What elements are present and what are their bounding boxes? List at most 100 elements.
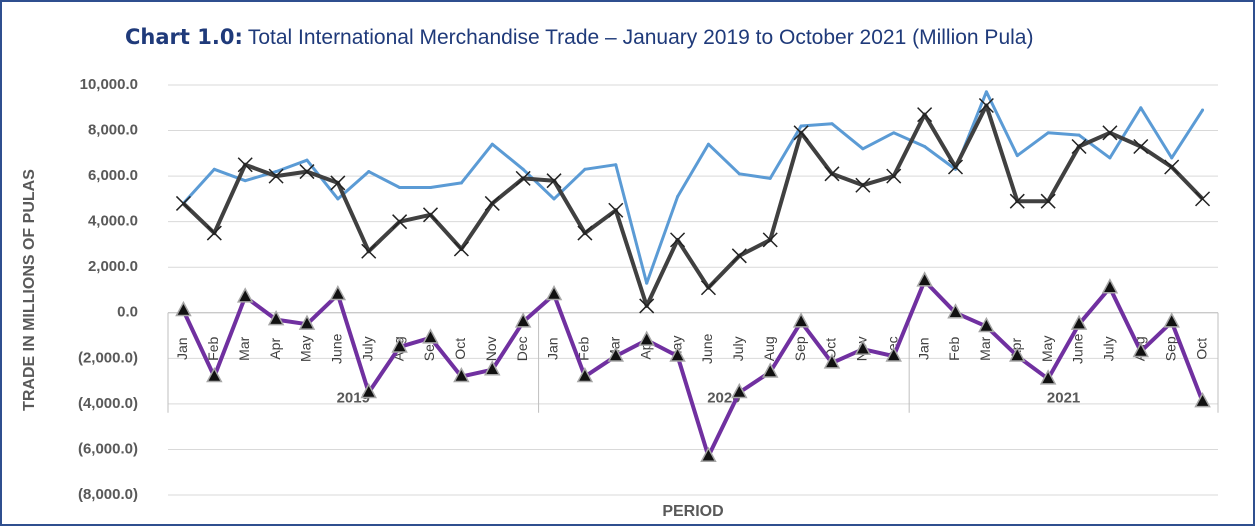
point-marker bbox=[545, 284, 563, 301]
x-tick-label: July bbox=[730, 336, 746, 361]
group-label: 2020 bbox=[707, 390, 740, 407]
point-marker bbox=[947, 159, 964, 175]
point-marker bbox=[367, 170, 371, 174]
point-marker bbox=[978, 316, 995, 333]
x-tick-label: July bbox=[359, 336, 375, 361]
point-marker bbox=[854, 339, 872, 355]
x-tick-label: Mar bbox=[977, 336, 993, 360]
point-marker bbox=[1071, 138, 1087, 155]
point-marker bbox=[237, 157, 253, 173]
y-tick-label: 2,000.0 bbox=[88, 258, 138, 275]
point-marker bbox=[422, 328, 439, 344]
point-marker bbox=[206, 366, 223, 383]
series-line bbox=[182, 103, 1205, 308]
point-marker bbox=[917, 107, 933, 123]
point-marker bbox=[453, 241, 469, 257]
point-marker bbox=[546, 173, 562, 189]
y-tick-label: 6,000.0 bbox=[88, 167, 138, 184]
y-tick-label: (8,000.0) bbox=[78, 486, 138, 503]
point-marker bbox=[490, 142, 494, 146]
x-tick-label: June bbox=[1070, 333, 1086, 364]
y-tick-label: 0.0 bbox=[117, 304, 138, 321]
point-marker bbox=[824, 166, 840, 182]
point-marker bbox=[916, 271, 933, 287]
title-label: Chart 1.0: bbox=[125, 25, 243, 49]
y-tick-label: 8,000.0 bbox=[88, 122, 138, 139]
point-marker bbox=[459, 181, 463, 185]
y-tick-label: 4,000.0 bbox=[88, 213, 138, 230]
point-marker bbox=[1102, 125, 1118, 141]
point-marker bbox=[514, 312, 532, 328]
point-marker bbox=[639, 298, 655, 314]
point-marker bbox=[614, 163, 618, 167]
point-marker bbox=[1009, 193, 1025, 209]
point-marker bbox=[793, 125, 809, 141]
point-marker bbox=[731, 248, 747, 264]
point-marker bbox=[1040, 193, 1056, 209]
x-tick-label: June bbox=[329, 333, 345, 364]
x-tick-label: Dec bbox=[514, 336, 530, 361]
point-marker bbox=[792, 312, 810, 328]
point-marker bbox=[398, 186, 402, 189]
point-marker bbox=[268, 168, 284, 184]
point-marker bbox=[1133, 138, 1149, 155]
point-marker bbox=[885, 346, 902, 362]
point-marker bbox=[1077, 133, 1081, 137]
point-marker bbox=[830, 122, 834, 126]
point-marker bbox=[886, 168, 902, 184]
series-line bbox=[181, 278, 1205, 459]
point-marker bbox=[670, 232, 686, 248]
point-marker bbox=[861, 147, 865, 151]
point-marker bbox=[577, 225, 593, 241]
point-marker bbox=[706, 142, 710, 146]
point-marker bbox=[984, 90, 988, 94]
x-tick-label: Aug bbox=[761, 336, 777, 361]
point-marker bbox=[1009, 346, 1026, 362]
point-marker bbox=[700, 446, 717, 463]
x-axis-title: PERIOD bbox=[662, 503, 723, 520]
point-marker bbox=[274, 170, 278, 174]
point-marker bbox=[1015, 154, 1019, 158]
point-marker bbox=[892, 131, 896, 135]
point-marker bbox=[823, 353, 841, 369]
point-marker bbox=[583, 167, 587, 171]
point-marker bbox=[484, 195, 500, 211]
point-marker bbox=[576, 366, 594, 383]
point-marker bbox=[1195, 191, 1211, 207]
x-tick-label: Oct bbox=[1193, 338, 1209, 360]
point-marker bbox=[669, 346, 686, 362]
point-marker bbox=[361, 243, 377, 259]
point-marker bbox=[1070, 314, 1088, 330]
point-marker bbox=[1046, 131, 1050, 135]
point-marker bbox=[299, 164, 315, 180]
point-marker bbox=[1101, 278, 1119, 294]
point-marker bbox=[676, 195, 680, 199]
y-tick-label: (6,000.0) bbox=[78, 440, 138, 457]
x-tick-label: June bbox=[699, 333, 715, 364]
point-marker bbox=[422, 207, 439, 223]
point-marker bbox=[923, 145, 927, 148]
point-marker bbox=[1163, 312, 1180, 328]
x-tick-label: Feb bbox=[205, 337, 221, 361]
x-tick-label: May bbox=[298, 336, 314, 362]
point-marker bbox=[552, 197, 556, 201]
y-tick-label: (4,000.0) bbox=[78, 395, 138, 412]
point-marker bbox=[607, 346, 625, 362]
x-tick-label: Nov bbox=[483, 336, 499, 361]
point-marker bbox=[212, 167, 216, 171]
point-marker bbox=[737, 172, 741, 176]
x-tick-label: May bbox=[1039, 336, 1055, 362]
point-marker bbox=[453, 366, 470, 383]
point-marker bbox=[799, 124, 803, 128]
point-marker bbox=[175, 300, 192, 317]
x-tick-label: Sep bbox=[1162, 336, 1178, 361]
point-marker bbox=[1132, 341, 1150, 358]
x-tick-label: Oct bbox=[452, 338, 468, 360]
point-marker bbox=[978, 97, 994, 114]
point-marker bbox=[761, 362, 779, 378]
point-marker bbox=[298, 314, 316, 330]
point-marker bbox=[768, 176, 772, 180]
point-marker bbox=[700, 280, 716, 296]
x-tick-label: Feb bbox=[946, 337, 962, 361]
group-label: 2019 bbox=[337, 390, 370, 407]
